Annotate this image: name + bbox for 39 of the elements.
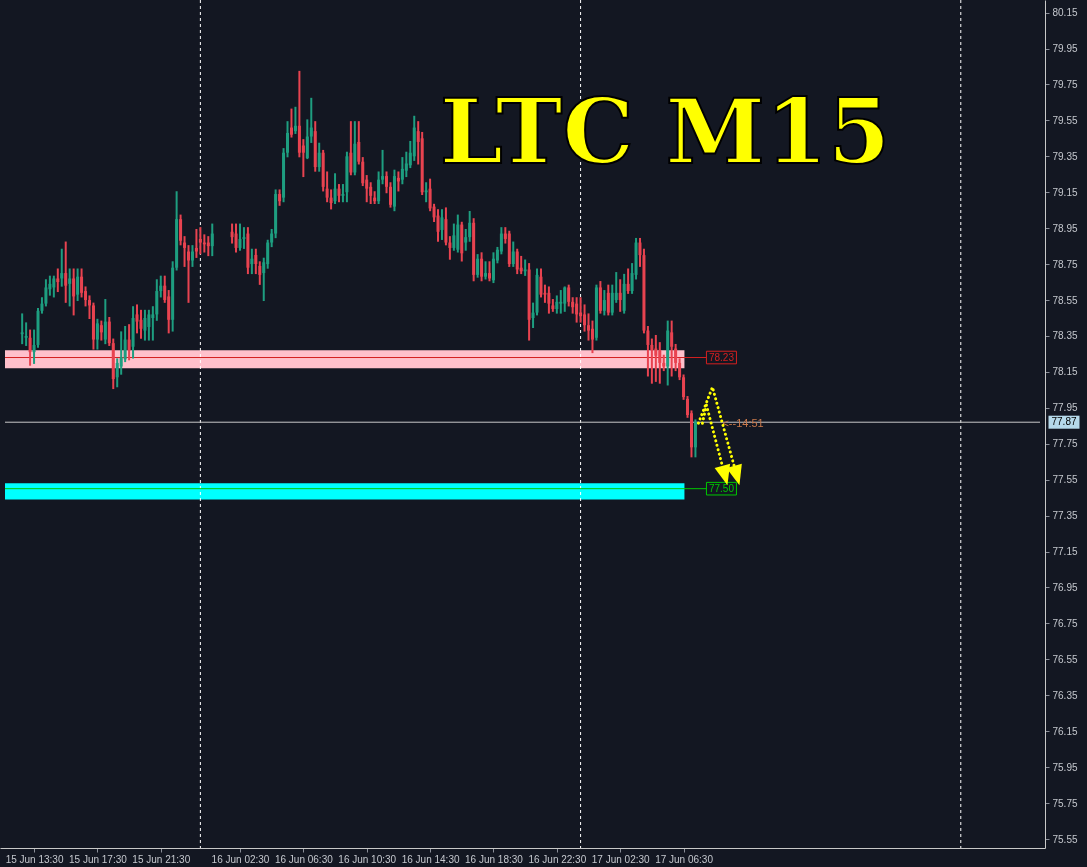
x-tick-label: 15 Jun 21:30 [132, 853, 191, 865]
x-tick-label: 16 Jun 06:30 [274, 853, 334, 865]
x-tick-label: 17 Jun 02:30 [591, 853, 651, 865]
text: LTC M15 [439, 78, 891, 184]
ref-line-label: 77.50 [708, 482, 735, 494]
y-tick-label: 79.75 [1052, 78, 1078, 90]
x-tick-label: 16 Jun 02:30 [211, 853, 270, 865]
ref-line-label: 77.87 [1051, 416, 1077, 428]
y-tick-label: 75.55 [1052, 833, 1078, 845]
y-tick-label: 76.95 [1052, 581, 1078, 593]
y-tick-label: 76.75 [1052, 617, 1078, 629]
x-tick-label: 16 Jun 22:30 [528, 853, 587, 865]
y-tick-label: 80.15 [1052, 7, 1078, 19]
y-tick-label: 76.55 [1052, 653, 1078, 665]
x-tick-label: 17 Jun 06:30 [655, 853, 714, 865]
y-tick-label: 77.15 [1052, 546, 1078, 558]
y-tick-label: 79.95 [1052, 43, 1078, 55]
y-tick-label: 78.55 [1052, 294, 1078, 306]
x-tick-label: 15 Jun 13:30 [5, 853, 64, 865]
y-tick-label: 79.55 [1052, 114, 1078, 126]
y-tick-label: 79.15 [1052, 186, 1078, 198]
y-tick-label: 78.75 [1052, 258, 1078, 270]
y-tick-label: 78.15 [1052, 366, 1078, 378]
y-tick-label: 77.55 [1052, 474, 1078, 486]
x-tick-label: 16 Jun 10:30 [338, 853, 397, 865]
x-tick-label: 16 Jun 18:30 [465, 853, 524, 865]
y-tick-label: 75.95 [1052, 761, 1078, 773]
y-tick-label: 76.35 [1052, 689, 1078, 701]
y-tick-label: 77.75 [1052, 438, 1078, 450]
y-tick-label: 77.35 [1052, 510, 1078, 522]
y-tick-label: 77.95 [1052, 402, 1078, 414]
y-tick-label: 79.35 [1052, 150, 1078, 162]
x-tick-label: 16 Jun 14:30 [401, 853, 460, 865]
y-tick-label: 75.75 [1052, 797, 1078, 809]
ref-line-label: 78.23 [708, 351, 735, 363]
y-tick-label: 78.95 [1052, 222, 1078, 234]
x-tick-label: 15 Jun 17:30 [69, 853, 128, 865]
y-tick-label: 76.15 [1052, 725, 1078, 737]
y-tick-label: 78.35 [1052, 330, 1078, 342]
